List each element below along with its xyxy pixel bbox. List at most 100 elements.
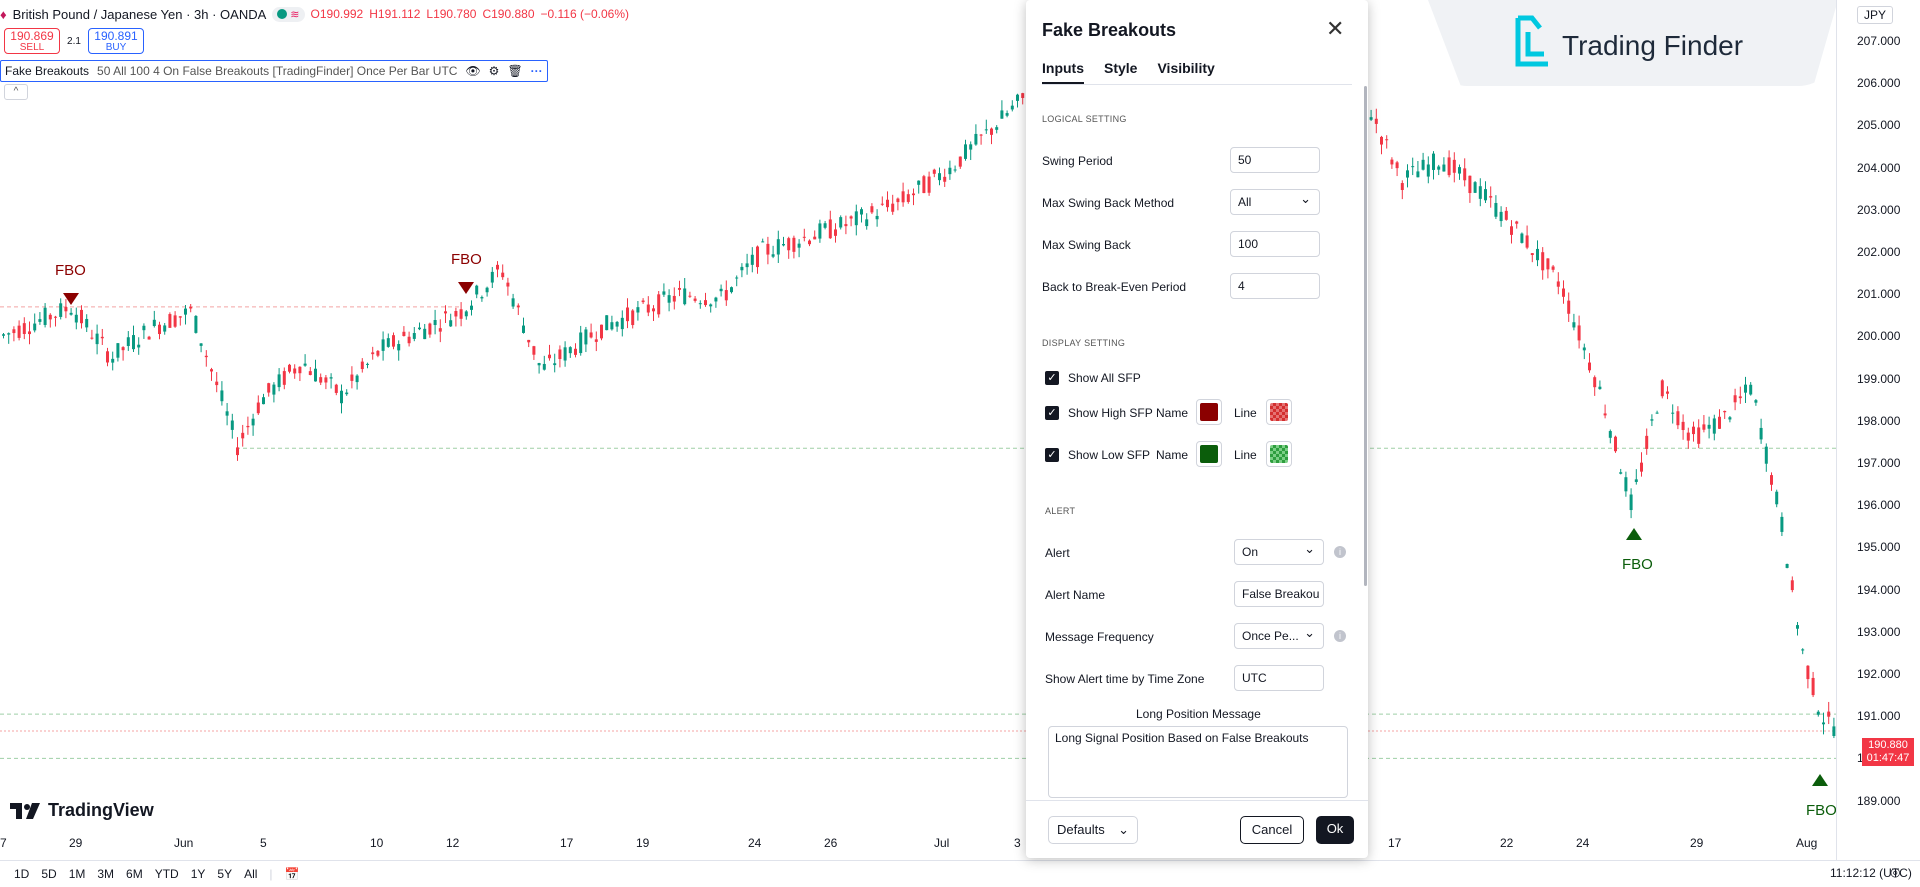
candle bbox=[106, 347, 109, 367]
range-ytd[interactable]: YTD bbox=[154, 867, 179, 881]
alert-info-icon[interactable]: i bbox=[1334, 546, 1346, 558]
max-swing-back-input[interactable]: 100 bbox=[1230, 231, 1320, 257]
price-scale[interactable]: JPY 207.000 206.000 205.000 204.000 203.000 2… bbox=[1836, 0, 1920, 860]
range-3m[interactable]: 3M bbox=[97, 867, 115, 881]
defaults-button[interactable]: Defaults ⌄ bbox=[1048, 816, 1138, 844]
time-axis[interactable]: 7 29 Jun 5 10 12 17 19 24 26 Jul 3 17 22… bbox=[0, 832, 1836, 858]
dialog-scrollbar[interactable] bbox=[1364, 86, 1367, 586]
max-swing-back-label: Max Swing Back bbox=[1042, 238, 1131, 252]
candle bbox=[927, 171, 931, 196]
candle bbox=[1598, 380, 1602, 390]
candle bbox=[355, 374, 359, 390]
message-frequency-select[interactable]: Once Pe... bbox=[1234, 623, 1324, 649]
candle bbox=[886, 191, 889, 212]
candle bbox=[891, 194, 895, 215]
range-1d[interactable]: 1D bbox=[14, 867, 30, 881]
time-tick: 5 bbox=[260, 836, 267, 850]
delete-icon[interactable]: 🗑 bbox=[507, 64, 523, 78]
time-tick: 19 bbox=[636, 836, 650, 850]
settings-circle-icon[interactable]: ◎ bbox=[1890, 865, 1901, 879]
show-low-checkbox[interactable]: ✓ bbox=[1045, 448, 1059, 462]
high-line-color[interactable] bbox=[1266, 399, 1292, 425]
buy-button[interactable]: 190.891 BUY bbox=[88, 28, 144, 54]
alert-select[interactable]: On bbox=[1234, 539, 1324, 565]
range-1m[interactable]: 1M bbox=[68, 867, 86, 881]
candle bbox=[542, 355, 546, 371]
candle bbox=[1728, 415, 1732, 423]
candle bbox=[1468, 175, 1472, 203]
candle bbox=[511, 293, 515, 309]
price-tick: 201.000 bbox=[1857, 287, 1901, 302]
tradingview-logo-text: TradingView bbox=[48, 800, 154, 820]
last-price-tag: 190.880 01:47:47 bbox=[1862, 738, 1914, 766]
candle bbox=[516, 303, 520, 316]
tradingview-logo-icon bbox=[10, 802, 40, 819]
long-message-textarea[interactable]: Long Signal Position Based on False Brea… bbox=[1048, 726, 1348, 798]
time-tick: 3 bbox=[1014, 836, 1021, 850]
candle bbox=[1676, 406, 1680, 430]
candle bbox=[875, 209, 879, 227]
market-status-pill[interactable]: ≋ bbox=[272, 6, 305, 22]
sell-button[interactable]: 190.869 SELL bbox=[4, 28, 60, 54]
alert-name-input[interactable]: False Breakou bbox=[1234, 581, 1324, 607]
range-6m[interactable]: 6M bbox=[126, 867, 143, 881]
low-line-color[interactable] bbox=[1266, 441, 1292, 467]
candle bbox=[776, 230, 780, 263]
currency-selector[interactable]: JPY bbox=[1857, 6, 1894, 24]
candle bbox=[1530, 253, 1534, 263]
candle bbox=[901, 182, 905, 207]
fbo-label-2: FBO bbox=[451, 251, 482, 268]
show-high-checkbox[interactable]: ✓ bbox=[1045, 406, 1059, 420]
candle bbox=[553, 353, 557, 373]
low-name-color[interactable] bbox=[1196, 441, 1222, 467]
range-5d[interactable]: 5D bbox=[41, 867, 57, 881]
candle bbox=[979, 133, 983, 145]
collapse-legend-button[interactable]: ^ bbox=[4, 84, 28, 100]
candle bbox=[964, 139, 967, 161]
range-all[interactable]: All bbox=[244, 867, 258, 881]
indicator-legend[interactable]: Fake Breakouts 50 All 100 4 On False Bre… bbox=[0, 60, 548, 82]
show-all-checkbox[interactable]: ✓ bbox=[1045, 371, 1059, 385]
max-swing-method-select[interactable]: All bbox=[1230, 189, 1320, 215]
tradingview-logo[interactable]: TradingView bbox=[10, 800, 154, 821]
range-5y[interactable]: 5Y bbox=[217, 867, 233, 881]
alert-time-zone-input[interactable]: UTC bbox=[1234, 665, 1324, 691]
last-price: 190.880 bbox=[1868, 739, 1908, 751]
symbol-title[interactable]: British Pound / Japanese Yen · 3h · OAND… bbox=[12, 6, 267, 22]
frequency-info-icon[interactable]: i bbox=[1334, 630, 1346, 642]
candle bbox=[1603, 404, 1607, 419]
tab-inputs[interactable]: Inputs bbox=[1042, 60, 1084, 84]
display-section-header: DISPLAY SETTING bbox=[1042, 338, 1126, 348]
candle bbox=[813, 230, 817, 240]
tab-visibility[interactable]: Visibility bbox=[1157, 60, 1215, 76]
indicator-name[interactable]: Fake Breakouts bbox=[5, 64, 90, 78]
swing-period-input[interactable]: 50 bbox=[1230, 147, 1320, 173]
break-even-input[interactable]: 4 bbox=[1230, 273, 1320, 299]
settings-icon[interactable]: ⚙ bbox=[488, 64, 500, 78]
candle bbox=[787, 236, 791, 259]
ok-button[interactable]: Ok bbox=[1316, 816, 1354, 844]
eye-icon[interactable]: 👁 bbox=[465, 64, 481, 78]
time-tick: 29 bbox=[1690, 836, 1704, 850]
high-name-color[interactable] bbox=[1196, 399, 1222, 425]
price-tick: 197.000 bbox=[1857, 456, 1901, 470]
candle bbox=[1562, 280, 1565, 304]
more-icon[interactable]: ··· bbox=[530, 64, 543, 78]
candle bbox=[126, 331, 130, 351]
candle bbox=[771, 245, 775, 259]
range-1y[interactable]: 1Y bbox=[190, 867, 206, 881]
clock[interactable]: 11:12:12 (UTC) bbox=[1830, 866, 1912, 880]
logical-section-header: LOGICAL SETTING bbox=[1042, 114, 1127, 124]
candle bbox=[272, 382, 276, 403]
trading-finder-logo-card bbox=[1428, 0, 1838, 86]
candle bbox=[1780, 512, 1784, 537]
date-range-icon[interactable]: 📅 bbox=[284, 867, 300, 881]
candle bbox=[735, 275, 739, 287]
cancel-button[interactable]: Cancel bbox=[1240, 816, 1304, 844]
fbo-label-1: FBO bbox=[55, 262, 86, 279]
trading-finder-logo-text: Trading Finder bbox=[1562, 30, 1744, 61]
symbol-bar[interactable]: ♦ British Pound / Japanese Yen · 3h · OA… bbox=[0, 4, 629, 24]
close-icon[interactable]: ✕ bbox=[1326, 16, 1345, 41]
tab-style[interactable]: Style bbox=[1104, 60, 1138, 76]
